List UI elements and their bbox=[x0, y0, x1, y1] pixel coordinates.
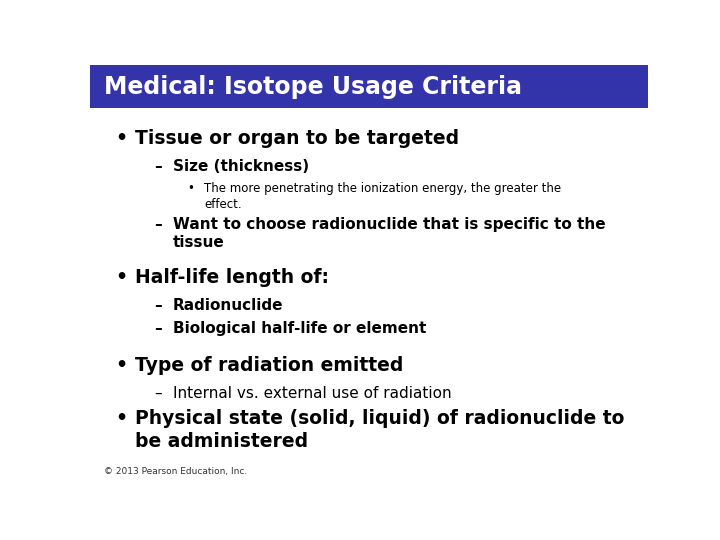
Text: Size (thickness): Size (thickness) bbox=[173, 159, 309, 174]
Text: Tissue or organ to be targeted: Tissue or organ to be targeted bbox=[135, 129, 459, 149]
Text: Medical: Isotope Usage Criteria: Medical: Isotope Usage Criteria bbox=[104, 75, 522, 99]
Text: –: – bbox=[154, 386, 162, 401]
Bar bbox=[90, 65, 648, 109]
Text: •: • bbox=[188, 182, 194, 195]
Text: –: – bbox=[154, 159, 162, 174]
Text: Biological half-life or element: Biological half-life or element bbox=[173, 321, 426, 335]
Text: Want to choose radionuclide that is specific to the
tissue: Want to choose radionuclide that is spec… bbox=[173, 217, 606, 250]
Text: The more penetrating the ionization energy, the greater the
effect.: The more penetrating the ionization ener… bbox=[204, 182, 562, 211]
Text: Physical state (solid, liquid) of radionuclide to
be administered: Physical state (solid, liquid) of radion… bbox=[135, 409, 624, 451]
Text: •: • bbox=[115, 356, 127, 375]
Text: •: • bbox=[115, 268, 127, 287]
Text: Type of radiation emitted: Type of radiation emitted bbox=[135, 356, 403, 375]
Text: •: • bbox=[115, 129, 127, 149]
Text: Internal vs. external use of radiation: Internal vs. external use of radiation bbox=[173, 386, 451, 401]
Text: –: – bbox=[154, 298, 162, 313]
Text: –: – bbox=[154, 321, 162, 335]
Text: Half-life length of:: Half-life length of: bbox=[135, 268, 328, 287]
Text: © 2013 Pearson Education, Inc.: © 2013 Pearson Education, Inc. bbox=[104, 467, 247, 476]
Text: Radionuclide: Radionuclide bbox=[173, 298, 283, 313]
Text: –: – bbox=[154, 217, 162, 232]
Text: •: • bbox=[115, 409, 127, 428]
